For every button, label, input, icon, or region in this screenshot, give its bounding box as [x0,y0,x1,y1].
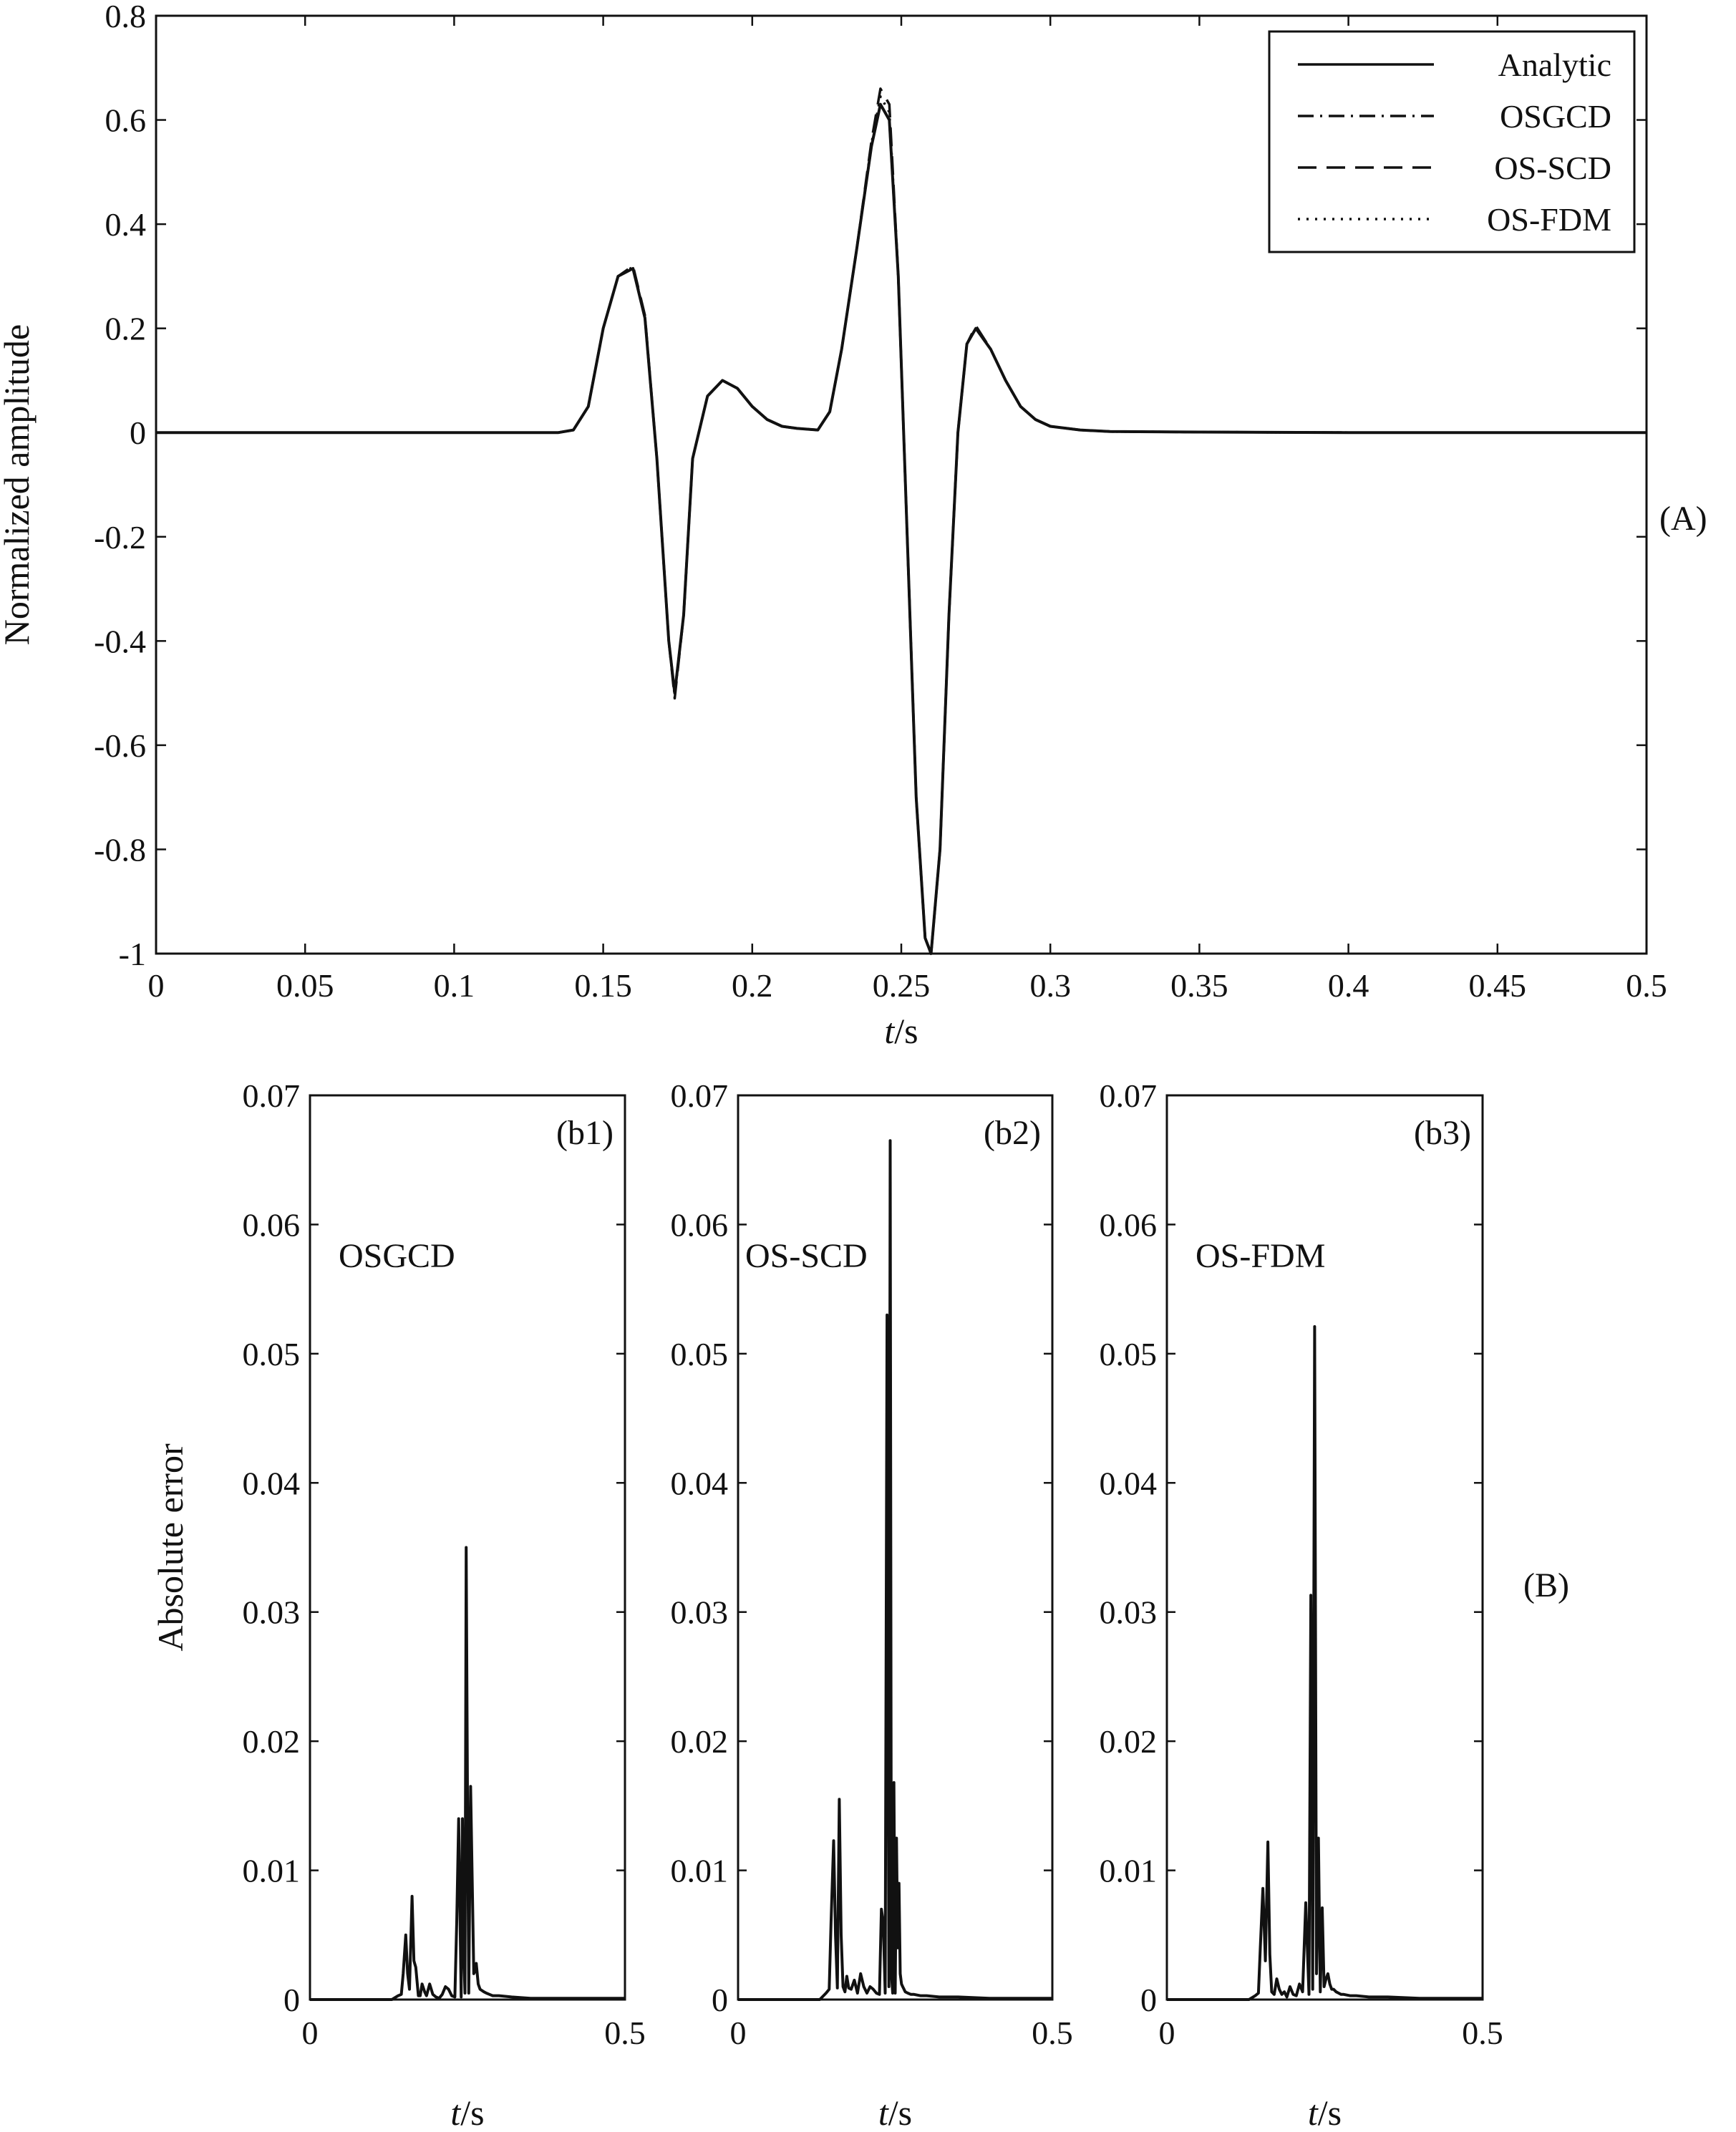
panel-frame [737,1094,1054,2001]
panel-xlabel: t/s [1308,2093,1342,2132]
chart-a-ytick-label: -0.4 [94,623,146,659]
ytick-label: 0 [1140,1982,1157,2018]
chart-a-ylabel: Normalized amplitude [0,324,37,645]
chart-a-panel-label: (A) [1659,500,1707,538]
chart-a-xtick-label: 0.05 [276,967,334,1004]
ytick-label: 0.07 [671,1077,729,1114]
ytick-label: 0.05 [671,1336,729,1372]
chart-a-series-analytic [156,102,1647,955]
ytick-label: 0.02 [243,1723,301,1760]
legend-entry-label: Analytic [1498,47,1611,83]
xtick-label: 0.5 [604,2015,646,2051]
chart-b-group-label: (B) [1523,1566,1569,1604]
panel-xlabel: t/s [450,2093,484,2132]
ytick-label: 0.01 [243,1853,301,1889]
panel-frame [309,1094,626,2001]
ytick-label: 0.03 [1100,1594,1158,1631]
ytick-label: 0.05 [243,1336,301,1372]
ytick-label: 0.07 [243,1077,301,1114]
panel-annotation: OSGCD [339,1237,455,1275]
panel-label: (b3) [1414,1114,1471,1152]
ytick-label: 0.01 [671,1853,729,1889]
xtick-label: 0 [730,2015,747,2051]
ytick-label: 0.05 [1100,1336,1158,1372]
ytick-label: 0.01 [1100,1853,1158,1889]
chart-a-ytick-label: -0.2 [94,519,146,556]
chart-a-xtick-label: 0.45 [1469,967,1527,1004]
chart-a: 0 0.05 0.1 0.15 0.2 0.25 0.3 0.35 0.4 0.45 0.5 0.8 0… [0,0,1707,1051]
panel-frame [1165,1094,1484,2001]
chart-a-xtick-label: 0.4 [1328,967,1369,1004]
xtick-label: 0 [1159,2015,1175,2051]
legend-box [1268,30,1636,253]
chart-a-ytick-label: -1 [119,936,146,972]
chart-a-ytick-label: 0 [130,415,146,451]
xtick-label: 0.5 [1032,2015,1073,2051]
chart-a-ytick-label: 0.4 [105,206,147,243]
ytick-label: 0.04 [243,1465,301,1501]
chart-a-xtick-label: 0.35 [1170,967,1228,1004]
ytick-label: 0.04 [1100,1465,1158,1501]
chart-a-xtick-label: 0.5 [1626,967,1667,1004]
xtick-label: 0.5 [1462,2015,1503,2051]
chart-a-xtick-label: 0.25 [873,967,931,1004]
chart-a-ytick-label: 0.6 [105,102,147,139]
legend-entry-label: OS-SCD [1494,150,1611,186]
legend-entry-label: OSGCD [1500,98,1611,135]
chart-a-ytick-label: -0.6 [94,727,146,764]
ytick-label: 0.02 [1100,1723,1158,1760]
xtick-label: 0 [302,2015,319,2051]
legend-entry-label: OS-FDM [1487,201,1611,238]
chart-b-panel-3: 0.07 0.06 0.05 0.04 0.03 0.02 0.01 00 0.5 (b3) OS-… [1100,1077,1503,2132]
ytick-label: 0.06 [1100,1206,1158,1243]
ytick-label: 0 [283,1982,300,2018]
chart-b-panel-1: 0.07 0.06 0.05 0.04 0.03 0.02 0.01 00 0.5 (b1) OSG… [243,1077,646,2132]
ytick-label: 0.07 [1100,1077,1158,1114]
chart-a-xtick-label: 0 [148,967,165,1004]
ytick-label: 0.03 [243,1594,301,1631]
panel-annotation: OS-FDM [1196,1237,1325,1275]
ytick-label: 0.03 [671,1594,729,1631]
panel-annotation: OS-SCD [745,1237,868,1275]
panel-label: (b1) [556,1114,614,1152]
error-series [310,1546,625,2001]
error-series [738,1139,1052,2001]
ytick-label: 0.02 [671,1723,729,1760]
ytick-label: 0.06 [243,1206,301,1243]
panel-label: (b2) [984,1114,1041,1152]
error-series [1167,1325,1483,2001]
ytick-label: 0.06 [671,1206,729,1243]
panel-xlabel: t/s [878,2093,912,2132]
chart-a-ytick-label: 0.2 [105,311,147,347]
chart-a-ytick-label: -0.8 [94,831,146,868]
ytick-label: 0.04 [671,1465,729,1501]
chart-a-xlabel: t/s [884,1011,918,1051]
chart-a-legend: Analytic OSGCD OS-SCD OS-FDM [1268,30,1636,253]
chart-b-panel-2: 0.07 0.06 0.05 0.04 0.03 0.02 0.01 00 0.5 (b2) OS-… [671,1077,1073,2132]
chart-a-ytick-label: 0.8 [105,0,147,34]
ytick-label: 0 [712,1982,728,2018]
chart-a-xtick-label: 0.2 [732,967,773,1004]
chart-a-xtick-label: 0.1 [434,967,475,1004]
chart-a-xtick-label: 0.15 [574,967,632,1004]
chart-b-ylabel: Absolute error [150,1443,190,1652]
chart-a-xtick-label: 0.3 [1029,967,1071,1004]
